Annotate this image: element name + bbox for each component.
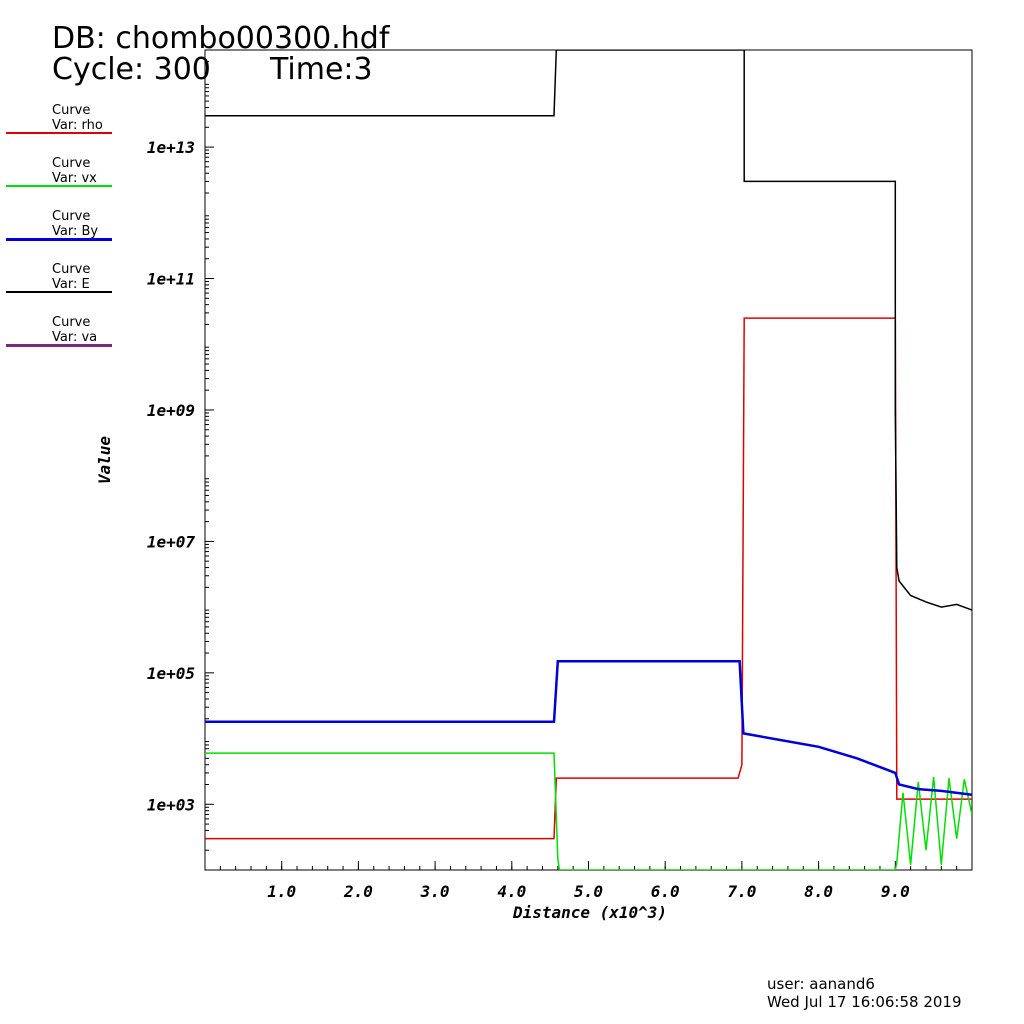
y-tick-label: 1e+03 bbox=[147, 795, 195, 814]
legend-swatch-vx bbox=[6, 185, 112, 187]
legend-item-e: Curve Var: E bbox=[0, 263, 115, 313]
legend-curve-label: Curve bbox=[52, 103, 91, 118]
y-axis-title: Value bbox=[95, 436, 114, 485]
legend-item-vx: Curve Var: vx bbox=[0, 157, 115, 207]
x-axis-title: Distance (x10^3) bbox=[512, 903, 667, 922]
legend-swatch-by bbox=[6, 238, 112, 241]
legend-curve-label: Curve bbox=[52, 262, 91, 277]
legend-curve-label: Curve bbox=[52, 209, 91, 224]
series-line-e bbox=[205, 50, 972, 611]
plot-frame bbox=[204, 49, 973, 871]
y-tick-label: 1e+13 bbox=[147, 138, 195, 157]
legend-curve-label: Curve bbox=[52, 156, 91, 171]
x-tick-label: 1.0 bbox=[267, 882, 296, 901]
x-tick-label: 4.0 bbox=[497, 882, 526, 901]
legend-swatch-va bbox=[6, 344, 112, 347]
cycle-label: Cycle: 300 bbox=[52, 52, 211, 87]
x-tick-label: 2.0 bbox=[343, 882, 373, 901]
x-tick-label: 3.0 bbox=[420, 882, 450, 901]
legend-item-va: Curve Var: va bbox=[0, 316, 115, 366]
db-title: DB: chombo00300.hdf bbox=[52, 21, 390, 56]
legend-var-label: Var: E bbox=[52, 277, 90, 292]
legend-item-rho: Curve Var: rho bbox=[0, 104, 115, 154]
legend-var-label: Var: va bbox=[52, 330, 98, 345]
legend-var-label: Var: By bbox=[52, 224, 99, 239]
y-axis-ticks: 1e+03 1e+05 1e+07 1e+09 1e+11 1e+13 bbox=[147, 138, 214, 814]
series-layer bbox=[205, 50, 972, 870]
x-tick-label: 7.0 bbox=[727, 882, 756, 901]
y-tick-label: 1e+09 bbox=[147, 401, 195, 420]
x-tick-label: 6.0 bbox=[651, 882, 680, 901]
x-tick-label: 8.0 bbox=[804, 882, 833, 901]
legend-var-label: Var: rho bbox=[52, 118, 103, 133]
legend-item-by: Curve Var: By bbox=[0, 210, 115, 260]
series-line-by bbox=[205, 660, 972, 796]
y-tick-label: 1e+11 bbox=[147, 270, 195, 289]
footer-date: Wed Jul 17 16:06:58 2019 bbox=[767, 993, 962, 1011]
x-tick-label: 5.0 bbox=[574, 882, 603, 901]
footer-user: user: aanand6 bbox=[767, 975, 875, 993]
legend-curve-label: Curve bbox=[52, 315, 91, 330]
x-tick-label: 9.0 bbox=[881, 882, 910, 901]
y-tick-label: 1e+05 bbox=[147, 664, 195, 683]
y-tick-label: 1e+07 bbox=[147, 532, 196, 551]
legend-var-label: Var: vx bbox=[52, 171, 97, 186]
minor-ticks bbox=[205, 49, 958, 870]
x-axis-ticks: 1.0 2.0 3.0 4.0 5.0 6.0 7.0 8.0 9.0 bbox=[267, 861, 910, 901]
series-line-vx bbox=[205, 752, 972, 870]
legend-swatch-e bbox=[6, 291, 112, 293]
series-line-rho bbox=[205, 317, 972, 840]
time-label: Time:3 bbox=[270, 52, 373, 87]
legend-swatch-rho bbox=[6, 132, 112, 134]
